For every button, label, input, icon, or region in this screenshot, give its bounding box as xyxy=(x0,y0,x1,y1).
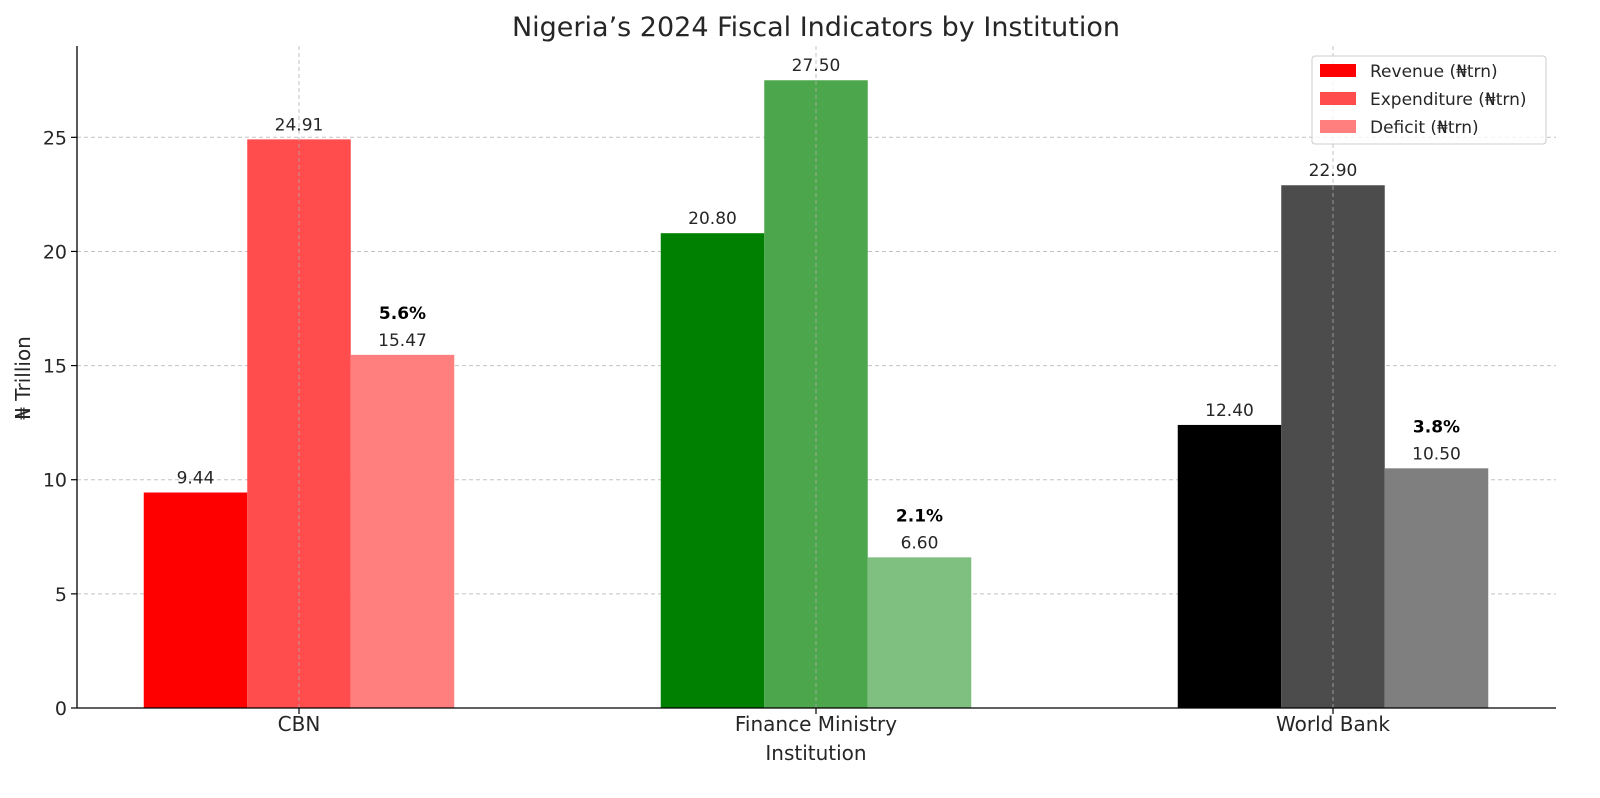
legend-swatch xyxy=(1320,92,1356,105)
bar-finance-ministry-revenue xyxy=(660,233,765,708)
bar-value-label: 22.90 xyxy=(1309,161,1358,181)
legend-label: Deficit (₦trn) xyxy=(1370,118,1479,138)
legend-label: Expenditure (₦trn) xyxy=(1370,90,1526,110)
bar-finance-ministry-deficit xyxy=(867,557,972,708)
x-tick-label: Finance Ministry xyxy=(735,712,897,736)
y-tick-label: 10 xyxy=(43,470,67,492)
x-tick-label: CBN xyxy=(278,712,321,736)
deficit-pct-label: 5.6% xyxy=(379,304,426,324)
bar-value-label: 24.91 xyxy=(275,115,324,135)
deficit-pct-label: 3.8% xyxy=(1413,417,1460,437)
chart-title: Nigeria’s 2024 Fiscal Indicators by Inst… xyxy=(512,12,1120,43)
data-labels: 9.44 24.91 15.47 5.6% 20.80 27.50 6.60 2.1% 12.4… xyxy=(177,56,1461,553)
bar-value-label: 12.40 xyxy=(1205,401,1254,421)
legend-swatch xyxy=(1320,64,1356,77)
bar-value-label: 9.44 xyxy=(177,469,215,489)
legend-label: Revenue (₦trn) xyxy=(1370,62,1498,82)
axes: 0 5 10 15 20 25 CBN Finance Ministry World Bank xyxy=(43,46,1556,736)
bar-value-label: 15.47 xyxy=(378,331,427,351)
bar-value-label: 10.50 xyxy=(1412,444,1461,464)
y-tick-label: 5 xyxy=(55,584,67,606)
x-axis-label: Institution xyxy=(765,741,866,765)
legend-swatch xyxy=(1320,120,1356,133)
bar-value-label: 6.60 xyxy=(901,533,939,553)
bar-world-bank-revenue xyxy=(1177,424,1282,708)
legend: Revenue (₦trn) Expenditure (₦trn) Deficit … xyxy=(1311,55,1547,145)
y-tick-label: 25 xyxy=(43,127,67,149)
bar-cbn-revenue xyxy=(143,492,248,708)
bar-value-label: 27.50 xyxy=(792,56,841,76)
y-axis-label: ₦ Trillion xyxy=(11,336,35,420)
y-tick-label: 20 xyxy=(43,241,67,263)
bar-cbn-deficit xyxy=(350,354,455,708)
deficit-pct-label: 2.1% xyxy=(896,506,943,526)
bar-finance-ministry-expenditure xyxy=(764,80,868,708)
bar-value-label: 20.80 xyxy=(688,209,737,229)
y-tick-label: 0 xyxy=(55,698,67,720)
legend-frame xyxy=(1311,55,1547,145)
bar-world-bank-deficit xyxy=(1384,468,1489,708)
x-tick-label: World Bank xyxy=(1276,712,1390,736)
y-tick-label: 15 xyxy=(43,356,67,378)
